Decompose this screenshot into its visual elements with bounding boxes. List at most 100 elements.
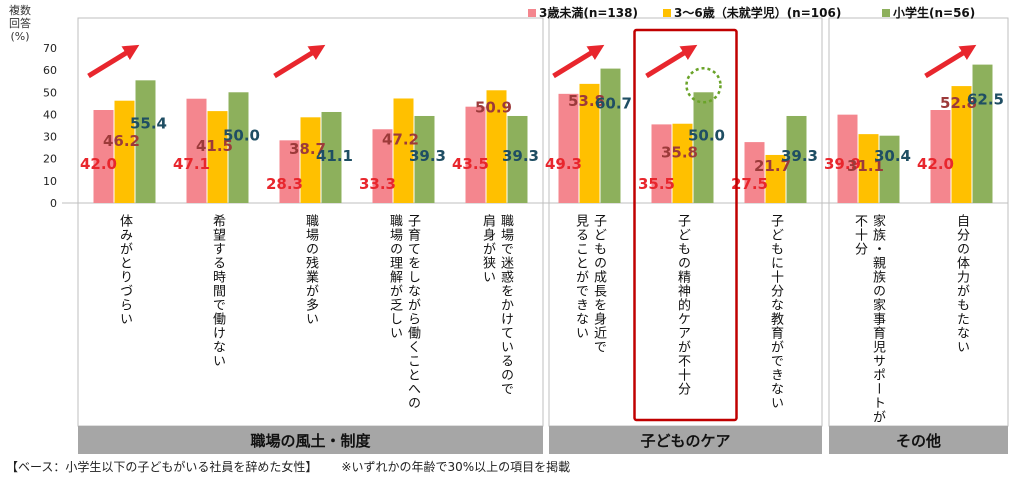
group-band <box>78 426 543 454</box>
group-label: 職場の風土・制度 <box>250 432 371 450</box>
category-label: 子どもに十分な教育ができない <box>768 214 784 410</box>
legend-swatch <box>663 9 671 17</box>
data-label: 50.9 <box>475 98 512 116</box>
data-label: 39.3 <box>781 147 818 165</box>
bar <box>972 64 993 203</box>
category-label: 家族・親族の家事育児サポートが <box>870 213 886 424</box>
data-label: 52.8 <box>940 94 977 112</box>
y-axis-label: (%) <box>10 30 29 43</box>
y-tick-label: 30 <box>43 131 57 144</box>
category-label: 肩身が狭い <box>480 213 496 284</box>
footnote-note: ※いずれかの年齢で30%以上の項目を掲載 <box>341 460 571 474</box>
data-label: 39.3 <box>502 147 539 165</box>
category-label: 希望する時間で働けない <box>210 214 226 368</box>
bar <box>951 86 972 203</box>
data-label: 43.5 <box>452 155 489 173</box>
footnote: 【ベース：小学生以下の子どもがいる社員を辞めた女性】 ※いずれかの年齢で30%以上… <box>6 458 570 475</box>
bar <box>558 93 579 203</box>
data-label: 41.1 <box>316 147 353 165</box>
data-label: 50.0 <box>223 126 260 144</box>
data-label: 60.7 <box>595 95 632 113</box>
data-label: 47.1 <box>173 155 210 173</box>
bar <box>765 154 786 203</box>
bar <box>393 98 414 203</box>
trend-arrow <box>273 44 326 79</box>
bar <box>465 106 486 203</box>
bar <box>579 83 600 203</box>
bar <box>414 115 435 203</box>
data-label: 50.0 <box>688 126 725 144</box>
data-label: 53.8 <box>568 92 605 110</box>
y-tick-label: 20 <box>43 153 57 166</box>
data-label: 39.9 <box>824 155 861 173</box>
data-label: 41.5 <box>196 137 233 155</box>
trend-arrow <box>87 44 140 79</box>
bar <box>207 111 228 203</box>
category-label: 子育てをしながら働くことへの <box>405 214 421 410</box>
group-band <box>549 426 822 454</box>
bar <box>930 110 951 203</box>
bar <box>321 111 342 203</box>
data-label: 33.3 <box>359 175 396 193</box>
bar <box>186 98 207 203</box>
category-label: 不十分 <box>852 214 868 256</box>
group-band <box>829 426 1008 454</box>
data-label: 35.5 <box>638 175 675 193</box>
data-label: 62.5 <box>967 91 1004 109</box>
bar <box>879 135 900 203</box>
data-label: 38.7 <box>289 140 326 158</box>
bar <box>486 90 507 203</box>
category-label: 自分の体力がもたない <box>954 214 970 354</box>
y-tick-label: 60 <box>43 64 57 77</box>
bar <box>837 114 858 203</box>
highlight-circle <box>685 67 722 104</box>
legend-swatch <box>528 9 536 17</box>
group-label: その他 <box>896 432 941 450</box>
category-label: 職場で迷惑をかけているので <box>498 214 514 396</box>
data-label: 31.1 <box>847 157 884 175</box>
y-tick-label: 0 <box>50 197 57 210</box>
category-label: 職場の残業が多い <box>303 214 319 326</box>
data-label: 42.0 <box>80 155 117 173</box>
legend-label: 3～6歳（未就学児）(n=106) <box>674 5 841 20</box>
bar <box>93 110 114 203</box>
y-tick-label: 50 <box>43 86 57 99</box>
data-label: 30.4 <box>874 147 911 165</box>
bar <box>693 92 714 203</box>
data-label: 47.2 <box>382 131 419 149</box>
y-axis-label: 複数 <box>9 3 31 17</box>
bar <box>507 115 528 203</box>
data-label: 28.3 <box>266 175 303 193</box>
trend-arrow <box>645 44 698 79</box>
bar <box>600 68 621 203</box>
bar <box>744 142 765 203</box>
group-label: 子どものケア <box>640 432 730 450</box>
bar <box>114 100 135 203</box>
y-tick-label: 40 <box>43 108 57 121</box>
category-label: 体みがとりづらい <box>117 214 133 326</box>
trend-arrow <box>552 44 605 79</box>
trend-arrow <box>924 44 977 79</box>
data-label: 42.0 <box>917 155 954 173</box>
bar <box>228 92 249 203</box>
data-label: 35.8 <box>661 143 698 161</box>
bar <box>135 80 156 203</box>
footnote-base: 【ベース：小学生以下の子どもがいる社員を辞めた女性】 <box>6 460 318 474</box>
bar <box>651 124 672 203</box>
data-label: 46.2 <box>103 132 140 150</box>
bar <box>672 123 693 203</box>
category-label: 子どもの精神的ケアが不十分 <box>675 214 691 396</box>
data-label: 21.7 <box>754 157 791 175</box>
legend-swatch <box>882 9 890 17</box>
y-tick-label: 70 <box>43 42 57 55</box>
bar <box>372 129 393 203</box>
bar <box>858 134 879 203</box>
data-label: 27.5 <box>731 175 768 193</box>
legend-label: 3歳未満(n=138) <box>539 5 638 20</box>
legend-label: 小学生(n=56) <box>893 5 975 20</box>
highlight-box <box>633 28 738 422</box>
data-label: 49.3 <box>545 155 582 173</box>
data-label: 39.3 <box>409 147 446 165</box>
data-label: 55.4 <box>130 114 167 132</box>
category-label: 職場の理解が乏しい <box>387 214 403 340</box>
